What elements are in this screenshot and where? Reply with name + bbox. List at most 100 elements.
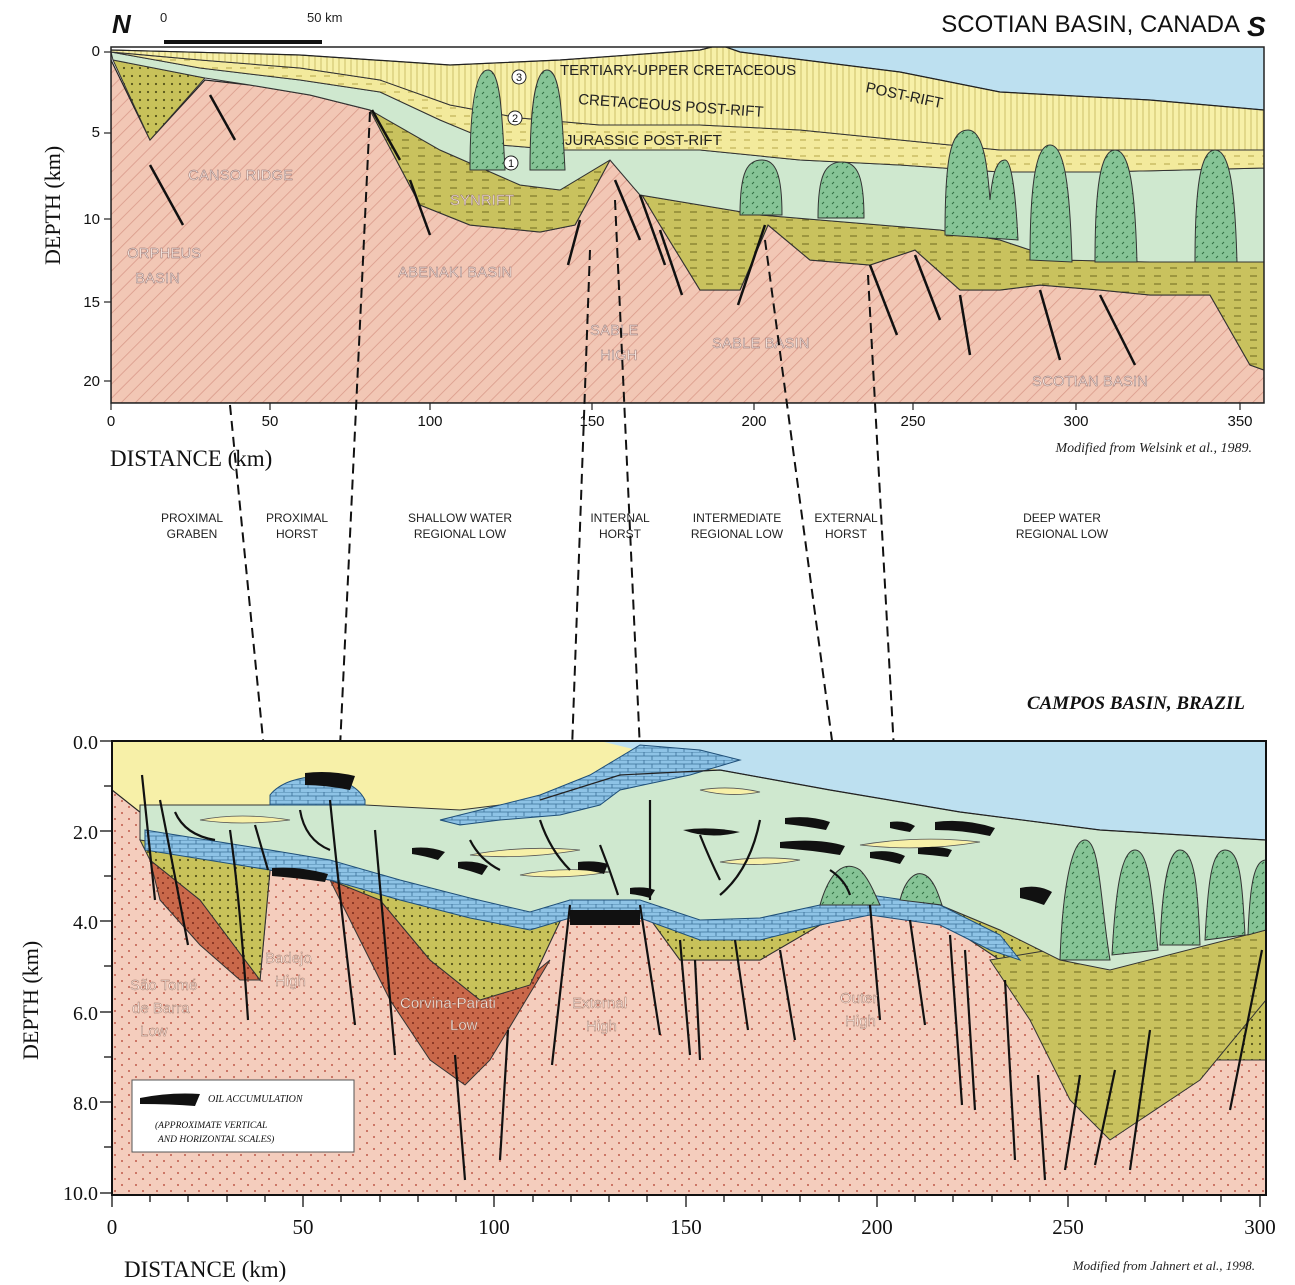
bottom-x-tick: 50	[293, 1215, 314, 1239]
sable-basin-label: SABLE BASIN	[712, 335, 810, 352]
top-x-tick: 0	[107, 413, 115, 430]
zone-label: SHALLOW WATER	[408, 511, 512, 525]
top-y-tick: 20	[83, 373, 100, 390]
bottom-x-ticks: 0 50 100 150 200 250 300	[107, 1215, 1276, 1239]
top-x-ticks: 0 50 100 150 200 250 300 350	[107, 413, 1253, 430]
zone-label: HORST	[825, 527, 868, 541]
badejo-label-2: High	[275, 973, 306, 990]
bottom-y-tick: 2.0	[73, 822, 98, 844]
zone-label: GRABEN	[167, 527, 218, 541]
scotian-section	[111, 47, 1264, 403]
campos-faults	[140, 774, 1264, 1181]
top-x-tick: 100	[417, 413, 442, 430]
sable-high-label-2: HIGH	[600, 347, 638, 364]
synrift-label: SYNRIFT	[450, 192, 514, 209]
bottom-x-tick: 0	[107, 1215, 118, 1239]
zone-label: REGIONAL LOW	[1016, 527, 1109, 541]
top-y-ticks: 0 5 10 15 20	[83, 43, 100, 390]
scotian-basin-label: SCOTIAN BASIN	[1032, 373, 1148, 390]
bottom-y-tick: 0.0	[73, 732, 98, 754]
top-y-tick: 5	[92, 124, 100, 141]
badejo-label-1: Badejo	[265, 950, 312, 967]
outer-high-label-2: High	[845, 1013, 876, 1030]
bottom-y-tick: 8.0	[73, 1093, 98, 1115]
top-faults	[148, 94, 1137, 366]
bottom-y-tick: 10.0	[63, 1183, 98, 1205]
bottom-x-tick: 200	[861, 1215, 893, 1239]
zone-label: INTERMEDIATE	[693, 511, 781, 525]
oil-legend: OIL ACCUMULATION (APPROXIMATE VERTICAL A…	[131, 1079, 355, 1153]
sao-label-3: Low	[140, 1023, 168, 1040]
sand-lenses	[199, 787, 981, 878]
oil-legend-symbol	[140, 1093, 200, 1106]
sea	[700, 47, 1264, 110]
external-high-label-2: High	[586, 1018, 617, 1035]
bottom-credit: Modified from Jahnert et al., 1998.	[1072, 1258, 1255, 1273]
corvina-label-2: Low	[450, 1017, 478, 1034]
bottom-x-label: DISTANCE (km)	[124, 1257, 286, 1282]
zone-label: INTERNAL	[590, 511, 650, 525]
jurassic-label: JURASSIC POST-RIFT	[565, 132, 722, 149]
top-title: SCOTIAN BASIN, CANADA	[941, 11, 1240, 38]
zone-label: PROXIMAL	[266, 511, 328, 525]
external-high-label-1: External	[572, 995, 627, 1012]
top-plot-frame	[110, 46, 1265, 404]
legend-note-2: AND HORIZONTAL SCALES)	[157, 1134, 274, 1145]
campos-section	[112, 741, 1266, 1195]
top-x-tick: 300	[1063, 413, 1088, 430]
abenaki-label: ABENAKI BASIN	[398, 264, 512, 281]
campos-sea	[600, 741, 1266, 840]
top-y-label: DEPTH (km)	[40, 146, 65, 265]
zone-label: DEEP WATER	[1023, 511, 1101, 525]
sao-label-1: São Tomé	[130, 977, 197, 994]
sao-label-2: de Barra	[132, 1000, 190, 1017]
zone-label: EXTERNAL	[814, 511, 878, 525]
canso-label: CANSO RIDGE	[188, 167, 293, 184]
corvina-label-1: Corvina-Parati	[400, 995, 496, 1012]
legend-note-1: (APPROXIMATE VERTICAL	[155, 1120, 267, 1131]
top-x-label: DISTANCE (km)	[110, 446, 272, 471]
bottom-x-tick: 150	[670, 1215, 702, 1239]
bottom-x-tick: 100	[478, 1215, 510, 1239]
layer-markers: 1 2 3	[503, 69, 527, 171]
scale-bar	[164, 40, 322, 44]
north-label: N	[112, 9, 132, 39]
bottom-x-tick: 250	[1052, 1215, 1084, 1239]
tertiary-label: TERTIARY-UPPER CRETACEOUS	[560, 62, 796, 79]
top-x-tick: 50	[262, 413, 279, 430]
top-x-tick: 200	[741, 413, 766, 430]
zone-labels: PROXIMAL GRABEN PROXIMAL HORST SHALLOW W…	[161, 511, 1109, 541]
bottom-y-tick: 6.0	[73, 1003, 98, 1025]
zone-label: REGIONAL LOW	[414, 527, 507, 541]
orpheus-label-1: ORPHEUS	[127, 245, 201, 262]
top-y-tick: 10	[83, 211, 100, 228]
bottom-plot-frame	[111, 740, 1267, 1196]
south-label: S	[1247, 11, 1266, 42]
oil-accumulations	[272, 772, 1052, 925]
top-credit: Modified from Welsink et al., 1989.	[1055, 441, 1253, 456]
top-y-tick: 15	[83, 294, 100, 311]
zone-label: REGIONAL LOW	[691, 527, 784, 541]
bottom-x-tick: 300	[1244, 1215, 1276, 1239]
top-x-tick: 150	[579, 413, 604, 430]
outer-high-label-1: Outer	[840, 990, 878, 1007]
marker-3: 3	[516, 72, 522, 84]
bottom-y-ticks: 0.0 2.0 4.0 6.0 8.0 10.0	[63, 732, 98, 1205]
scale-start: 0	[160, 10, 167, 25]
legend-item: OIL ACCUMULATION	[208, 1094, 304, 1105]
sable-high-label-1: SABLE	[590, 322, 638, 339]
bottom-y-label: DEPTH (km)	[18, 941, 43, 1060]
top-x-tick: 250	[900, 413, 925, 430]
marker-1: 1	[508, 158, 514, 170]
orpheus-label-2: BASIN	[135, 270, 180, 287]
zone-label: HORST	[276, 527, 319, 541]
marker-2: 2	[512, 113, 518, 125]
zone-label: HORST	[599, 527, 642, 541]
scale-end: 50 km	[307, 10, 342, 25]
top-y-tick: 0	[92, 43, 100, 60]
bottom-y-tick: 4.0	[73, 912, 98, 934]
salt-diapirs	[469, 69, 1238, 263]
bottom-title: CAMPOS BASIN, BRAZIL	[1027, 693, 1245, 714]
top-x-tick: 350	[1227, 413, 1252, 430]
